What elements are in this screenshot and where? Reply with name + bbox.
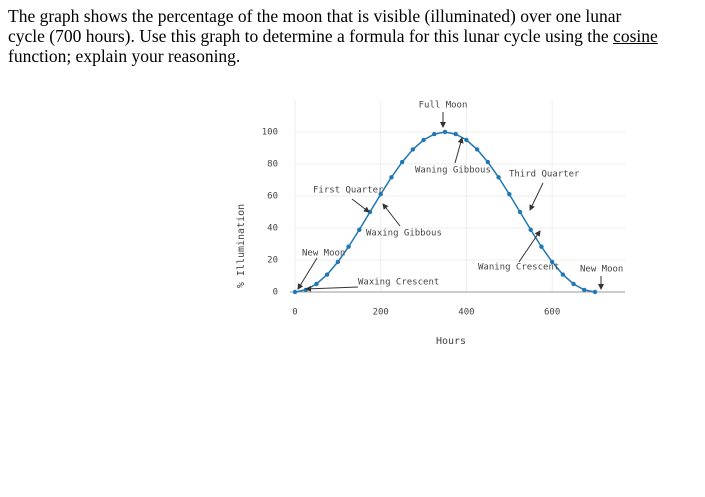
annotation: Third Quarter bbox=[509, 170, 580, 180]
x-tick-label: 200 bbox=[373, 308, 389, 318]
y-tick-label: 0 bbox=[273, 288, 278, 298]
question-line: The graph shows the percentage of the mo… bbox=[8, 6, 622, 26]
annotation: Waning Gibbous bbox=[415, 166, 491, 176]
point bbox=[549, 259, 555, 265]
annotation: First Quarter bbox=[313, 186, 384, 196]
y-tick-label: 40 bbox=[267, 224, 278, 234]
point bbox=[421, 137, 426, 143]
point bbox=[346, 244, 351, 249]
annotation: New Moon bbox=[580, 265, 623, 275]
point bbox=[399, 159, 405, 165]
annotation-arrow bbox=[382, 203, 401, 227]
point bbox=[539, 244, 544, 249]
point bbox=[485, 159, 491, 165]
x-tick-label: 0 bbox=[292, 308, 297, 318]
underlined-word: cosine bbox=[613, 26, 658, 46]
annotation-arrow bbox=[305, 285, 359, 292]
x-axis-title: Hours bbox=[436, 336, 466, 347]
annotation-arrow bbox=[518, 230, 541, 263]
annotation: Waxing Gibbous bbox=[366, 229, 442, 239]
y-tick-label: 60 bbox=[267, 192, 278, 202]
question-line: function; explain your reasoning. bbox=[8, 46, 241, 66]
annotation-arrow bbox=[351, 198, 370, 213]
x-tick-label: 400 bbox=[458, 308, 474, 318]
x-tick-label: 600 bbox=[544, 308, 560, 318]
point bbox=[335, 259, 341, 265]
point bbox=[496, 175, 501, 180]
point bbox=[442, 129, 448, 135]
point bbox=[528, 227, 533, 232]
point bbox=[507, 192, 512, 197]
point bbox=[324, 272, 330, 277]
point bbox=[432, 131, 437, 137]
y-tick-label: 100 bbox=[262, 128, 278, 138]
annotation: Full Moon bbox=[419, 101, 468, 111]
point bbox=[389, 175, 394, 180]
point bbox=[582, 287, 587, 293]
annotation-arrow bbox=[529, 182, 544, 211]
y-axis-title: % Illumination bbox=[236, 204, 247, 288]
point bbox=[357, 227, 362, 232]
annotation-arrow bbox=[454, 137, 464, 164]
annotation: New Moon bbox=[302, 249, 345, 259]
point bbox=[464, 137, 469, 143]
question-text: cycle (700 hours). Use this graph to det… bbox=[8, 26, 609, 46]
point bbox=[378, 192, 383, 197]
point bbox=[571, 281, 576, 287]
point bbox=[453, 131, 458, 137]
point bbox=[292, 289, 298, 295]
point bbox=[314, 281, 319, 287]
y-tick-label: 80 bbox=[267, 160, 278, 170]
question: The graph shows the percentage of the mo… bbox=[8, 6, 703, 66]
point bbox=[303, 287, 308, 293]
y-tick-label: 20 bbox=[267, 256, 278, 266]
point bbox=[410, 147, 416, 152]
annotation: Waning Crescent bbox=[478, 263, 559, 273]
annotation-arrow bbox=[297, 257, 318, 290]
question-line: cycle (700 hours). Use this graph to det… bbox=[8, 26, 703, 46]
point bbox=[560, 272, 566, 277]
annotation: Waxing Crescent bbox=[358, 278, 439, 288]
point bbox=[592, 289, 598, 295]
point bbox=[474, 147, 480, 152]
point bbox=[517, 209, 523, 215]
